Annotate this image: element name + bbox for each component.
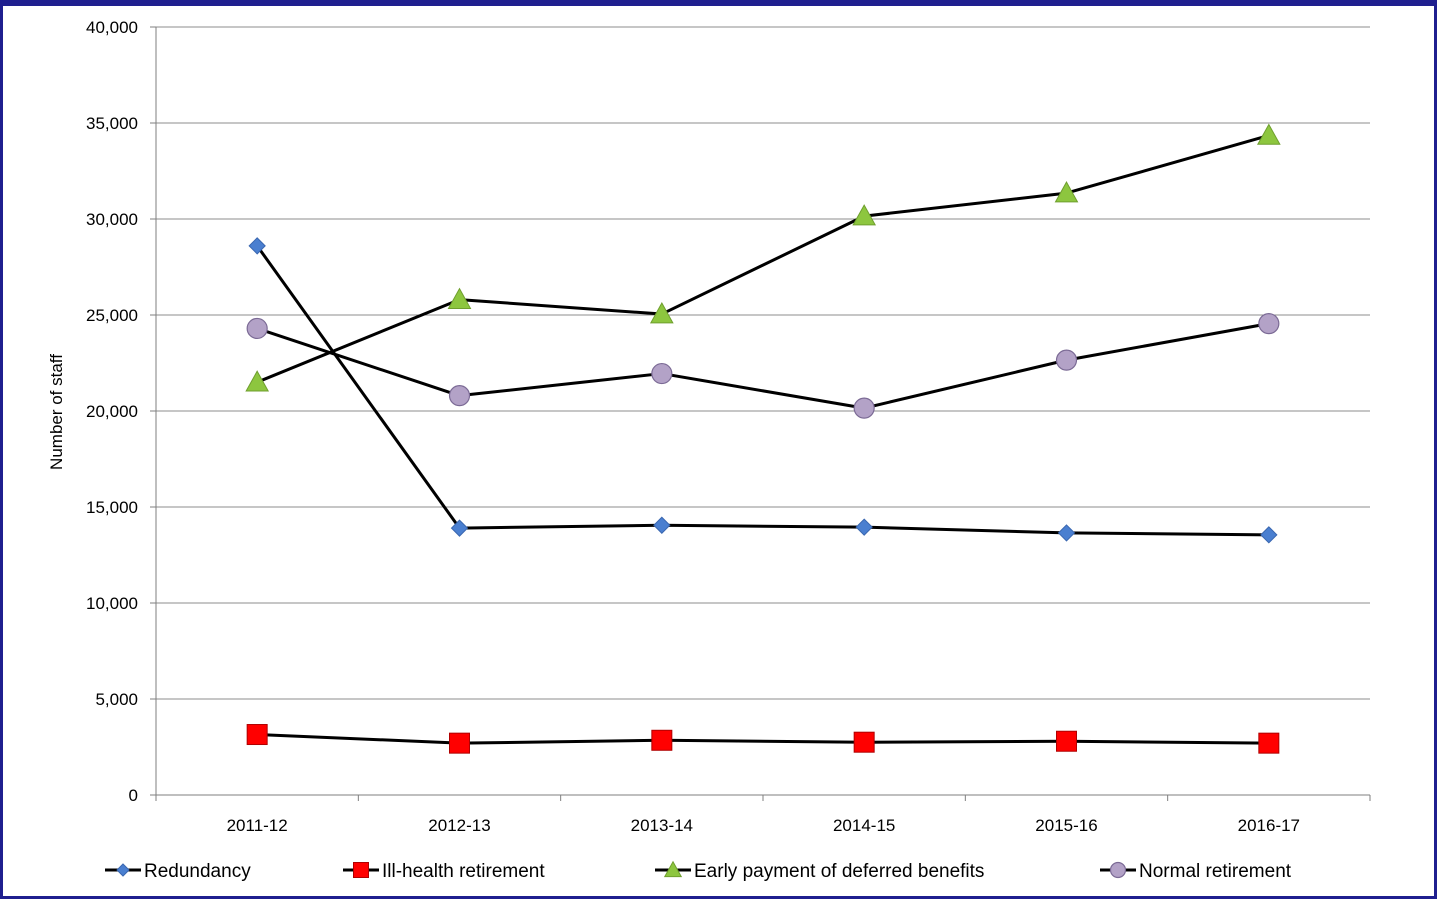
y-tick-label: 15,000 bbox=[86, 498, 138, 517]
data-point bbox=[1055, 349, 1078, 371]
data-point bbox=[248, 237, 266, 255]
y-tick-label: 0 bbox=[129, 786, 138, 805]
data-point bbox=[853, 397, 875, 419]
y-tick-label: 35,000 bbox=[86, 114, 138, 133]
legend: Redundancy Ill-health retirement Early pay… bbox=[105, 860, 1292, 882]
y-axis-title: Number of staff bbox=[47, 354, 66, 470]
legend-label: Redundancy bbox=[144, 861, 251, 882]
legend-label: Ill-health retirement bbox=[382, 861, 545, 882]
legend-marker bbox=[1109, 861, 1127, 879]
series-circle bbox=[246, 313, 1280, 419]
gridlines bbox=[156, 26, 1370, 700]
data-point bbox=[651, 362, 673, 385]
legend-marker bbox=[663, 860, 683, 878]
legend-label: Early payment of deferred benefits bbox=[694, 861, 984, 882]
x-tick-label: 2012-13 bbox=[428, 816, 490, 835]
series-line bbox=[256, 322, 1270, 410]
data-point bbox=[1258, 313, 1280, 335]
y-tick-label: 40,000 bbox=[86, 18, 138, 37]
x-axis-ticks: 2011-12 2012-13 2013-14 2014-15 2015-16 2016-… bbox=[155, 795, 1371, 835]
data-point bbox=[852, 204, 877, 226]
series-line bbox=[257, 733, 1269, 745]
data-point bbox=[448, 385, 471, 407]
x-tick-label: 2016-17 bbox=[1238, 816, 1300, 835]
x-tick-label: 2013-14 bbox=[631, 816, 693, 835]
legend-item: Redundancy bbox=[105, 861, 251, 882]
data-point bbox=[246, 317, 268, 340]
series-line bbox=[256, 134, 1270, 384]
data-point bbox=[1057, 524, 1076, 542]
x-tick-label: 2011-12 bbox=[227, 816, 288, 835]
data-point bbox=[447, 287, 472, 309]
series-line bbox=[255, 245, 1269, 537]
legend-marker bbox=[353, 862, 369, 878]
data-point bbox=[1260, 526, 1278, 544]
y-tick-label: 5,000 bbox=[95, 690, 138, 709]
y-axis-ticks: 0 5,000 10,000 15,000 20,000 25,000 30,000 35,0… bbox=[86, 18, 156, 805]
data-point bbox=[855, 518, 873, 536]
data-point bbox=[245, 370, 270, 392]
series-diamond bbox=[248, 237, 1278, 544]
data-point bbox=[1054, 181, 1079, 203]
x-tick-label: 2014-15 bbox=[833, 816, 895, 835]
y-tick-label: 10,000 bbox=[86, 594, 138, 613]
legend-item: Ill-health retirement bbox=[343, 861, 545, 882]
data-point bbox=[449, 732, 470, 754]
data-point bbox=[1256, 123, 1281, 145]
data-point bbox=[246, 724, 268, 746]
data-point bbox=[649, 302, 674, 324]
data-point bbox=[651, 729, 673, 751]
legend-label: Normal retirement bbox=[1139, 861, 1292, 882]
series-square bbox=[246, 724, 1280, 754]
x-tick-label: 2015-16 bbox=[1035, 816, 1097, 835]
data-point bbox=[450, 519, 469, 537]
y-tick-label: 30,000 bbox=[86, 210, 138, 229]
data-point bbox=[653, 516, 671, 534]
y-tick-label: 20,000 bbox=[86, 402, 138, 421]
series-lines bbox=[245, 123, 1281, 754]
series-triangle bbox=[245, 123, 1281, 392]
legend-item: Normal retirement bbox=[1100, 861, 1292, 882]
data-point bbox=[1258, 732, 1280, 754]
legend-marker bbox=[116, 863, 130, 877]
data-point bbox=[853, 731, 875, 753]
data-point bbox=[1056, 730, 1077, 752]
y-tick-label: 25,000 bbox=[86, 306, 138, 325]
legend-item: Early payment of deferred benefits bbox=[655, 860, 984, 882]
